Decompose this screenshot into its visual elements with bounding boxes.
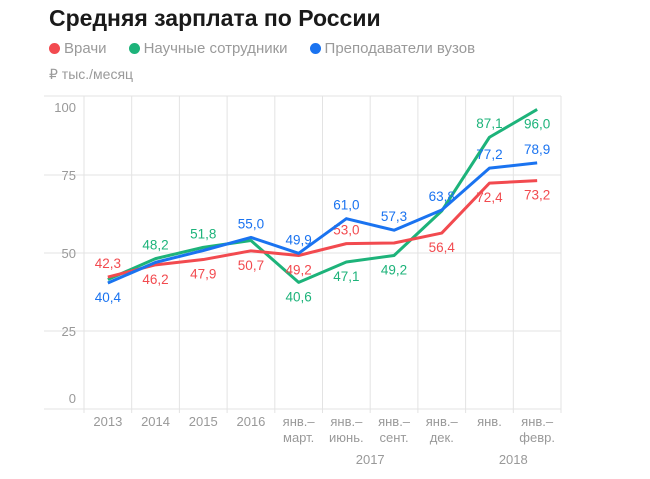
data-label: 47,9: [190, 267, 216, 282]
legend: Врачи Научные сотрудники Преподаватели в…: [49, 40, 475, 57]
x-tick-label: янв.– сент.: [378, 414, 411, 445]
x-tick-label: янв.– дек.: [426, 414, 459, 445]
x-tick-label: 2013: [93, 414, 122, 429]
series-line-0: [107, 179, 538, 279]
legend-dot-icon: [49, 43, 60, 54]
data-label: 49,9: [286, 232, 312, 247]
legend-dot-icon: [309, 43, 321, 54]
legend-item-doctors: Врачи: [49, 40, 107, 57]
data-label: 56,4: [429, 240, 456, 255]
data-label: 55,0: [238, 216, 264, 231]
legend-label: Врачи: [64, 40, 107, 57]
data-label: 48,2: [142, 238, 168, 253]
series-line-1: [107, 108, 538, 284]
series-line-2: [107, 161, 538, 285]
data-label: 40,4: [95, 290, 122, 305]
data-label: 53,0: [333, 223, 359, 238]
year-group-label: 2017: [356, 452, 385, 467]
data-label: 57,3: [381, 209, 407, 224]
legend-item-teachers: Преподаватели вузов: [309, 40, 476, 57]
x-tick-label: янв.– февр.: [519, 414, 555, 445]
chart-title: Средняя зарплата по России: [49, 5, 381, 31]
x-tick-label: 2015: [189, 414, 218, 429]
y-tick-label: 25: [62, 324, 76, 339]
data-label: 87,1: [476, 116, 502, 131]
x-tick-label: янв.– июнь.: [329, 414, 364, 445]
data-label: 73,2: [524, 188, 550, 203]
data-label: 42,3: [95, 256, 121, 271]
data-label: 47,1: [333, 269, 359, 284]
legend-label: Научные сотрудники: [143, 40, 288, 57]
legend-item-scientists: Научные сотрудники: [128, 40, 288, 57]
y-unit-label: ₽ тыс./месяц: [49, 66, 134, 82]
data-label: 49,2: [381, 262, 407, 277]
legend-dot-icon: [128, 43, 140, 54]
data-label: 77,2: [476, 147, 502, 162]
data-label: 78,9: [524, 142, 550, 157]
data-label: 96,0: [524, 116, 550, 131]
y-tick-label: 50: [62, 246, 76, 261]
x-tick-label: 2014: [141, 414, 170, 429]
data-label: 72,4: [476, 190, 503, 205]
year-group-label: 2018: [499, 452, 528, 467]
x-tick-label: янв.: [477, 414, 502, 429]
data-label: 49,2: [286, 262, 312, 277]
y-tick-label: 0: [69, 391, 76, 406]
data-label: 50,7: [238, 258, 264, 273]
data-label: 61,0: [333, 198, 359, 213]
data-label: 51,8: [190, 226, 216, 241]
x-tick-label: 2016: [236, 414, 265, 429]
data-label: 63,8: [429, 189, 455, 204]
legend-label: Преподаватели вузов: [324, 40, 476, 57]
x-tick-label: янв.– март.: [283, 414, 316, 445]
data-label: 40,6: [286, 289, 312, 304]
y-tick-label: 75: [62, 168, 76, 183]
y-tick-label: 100: [54, 100, 76, 115]
data-label: 46,2: [142, 272, 168, 287]
